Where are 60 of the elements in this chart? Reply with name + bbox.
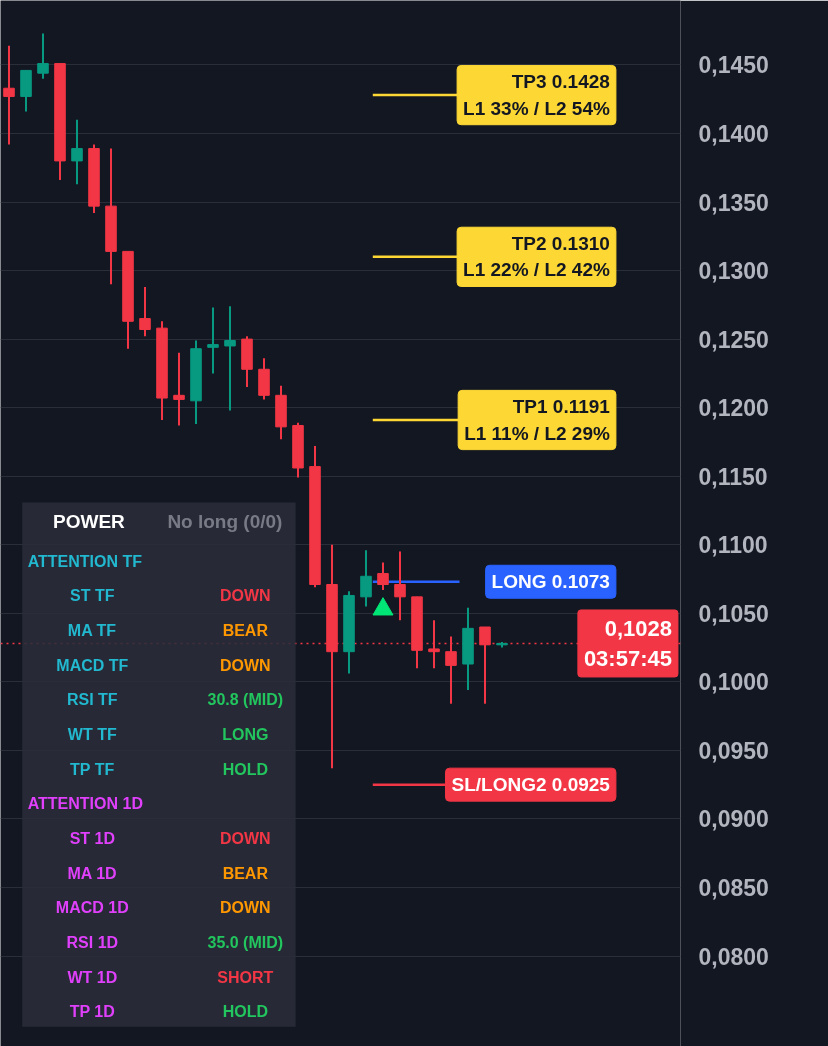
candlestick — [37, 32, 49, 80]
text: HOLD — [222, 760, 268, 778]
text: LONG — [222, 726, 269, 744]
y-tick-label: 0,1150 — [698, 463, 768, 490]
text: 30.8 (MID) — [207, 691, 284, 709]
text: 35.0 (MID) — [207, 934, 284, 952]
category-label: TP TF — [70, 760, 115, 778]
text: DOWN — [219, 899, 271, 917]
candlestick — [428, 619, 440, 670]
category-label: WT TF — [67, 726, 117, 744]
category-label: ATTENTION TF — [27, 552, 143, 570]
ref-line-label: TP2 0.1310 L1 22% / L2 42% — [463, 233, 611, 281]
y-tick-label: 0,1250 — [698, 326, 769, 353]
y-tick-label: 0,0850 — [698, 874, 769, 901]
candlestick — [394, 550, 406, 622]
ref-line-label: LONG 0.1073 — [491, 571, 610, 593]
category-label: RSI TF — [66, 691, 118, 709]
candlestick — [360, 549, 372, 608]
text: DOWN — [219, 587, 271, 605]
candlestick — [3, 44, 15, 146]
y-tick-label: 0,0900 — [698, 806, 769, 833]
text: SHORT — [217, 968, 274, 986]
y-tick-label: 0,0950 — [698, 737, 769, 764]
ref-line-label: SL/LONG2 0.0925 — [451, 774, 611, 796]
candlestick — [71, 118, 83, 186]
text: POWER — [53, 511, 126, 533]
text: HOLD — [222, 1003, 268, 1021]
ref-line-label: TP1 0.1191 L1 11% / L2 29% — [464, 396, 611, 444]
category-label: ST 1D — [69, 830, 115, 848]
category-label: ATTENTION 1D — [27, 795, 143, 813]
category-label: MACD 1D — [55, 899, 129, 917]
category-label: MA 1D — [67, 864, 117, 882]
text: DOWN — [219, 656, 271, 674]
candlestick — [207, 306, 219, 375]
ref-line-label: 0,1028 03:57:45 — [583, 615, 672, 671]
y-tick-label: 0,1450 — [698, 52, 769, 79]
category-label: MACD TF — [56, 656, 129, 674]
category-label: WT 1D — [67, 968, 118, 986]
category-label: MA TF — [67, 622, 117, 640]
candlestick — [377, 561, 389, 591]
y-tick-label: 0,1100 — [698, 532, 768, 559]
y-tick-label: 0,1000 — [698, 669, 769, 696]
text: DOWN — [219, 830, 271, 848]
candlestick — [139, 286, 151, 338]
candlestick — [224, 305, 236, 412]
category-label: RSI 1D — [66, 934, 119, 952]
text: BEAR — [222, 864, 268, 882]
y-tick-label: 0,0800 — [698, 943, 769, 970]
category-label: TP 1D — [69, 1003, 115, 1021]
ref-line-label: TP3 0.1428 L1 33% / L2 54% — [463, 71, 611, 119]
candlestick — [173, 351, 185, 427]
y-tick-label: 0,1050 — [698, 600, 769, 627]
category-label: ST TF — [70, 587, 115, 605]
y-tick-label: 0,1200 — [698, 395, 769, 422]
y-tick-label: 0,1350 — [698, 189, 769, 216]
candlestick — [479, 626, 491, 705]
text: BEAR — [222, 622, 268, 640]
text: No long (0/0) — [167, 511, 283, 533]
y-tick-label: 0,1400 — [698, 120, 769, 147]
y-tick-label: 0,1300 — [698, 258, 769, 285]
